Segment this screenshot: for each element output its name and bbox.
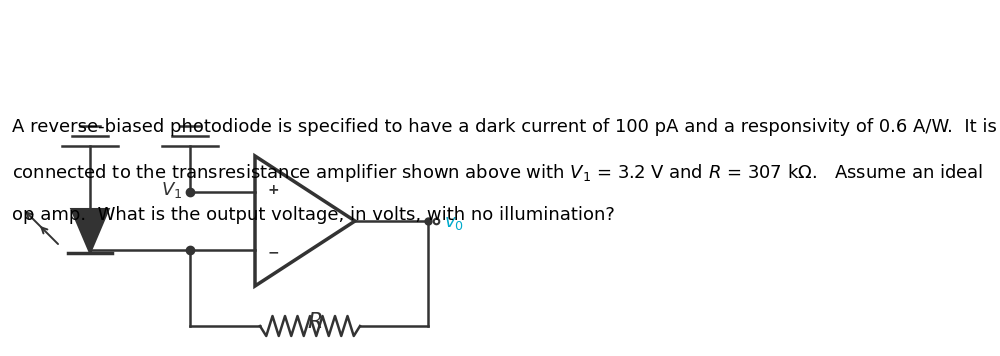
Text: connected to the transresistance amplifier shown above with $V_1$ = 3.2 V and $R: connected to the transresistance amplifi… — [12, 162, 983, 184]
Text: −: − — [267, 245, 279, 259]
Text: $v_0$: $v_0$ — [444, 214, 464, 232]
Polygon shape — [71, 209, 109, 253]
Text: +: + — [267, 183, 279, 197]
Text: A reverse-biased photodiode is specified to have a dark current of 100 pA and a : A reverse-biased photodiode is specified… — [12, 118, 997, 136]
Text: $R$: $R$ — [307, 311, 323, 333]
Text: op amp.  What is the output voltage, in volts, with no illumination?: op amp. What is the output voltage, in v… — [12, 206, 615, 224]
Text: $V_1$: $V_1$ — [161, 180, 182, 200]
